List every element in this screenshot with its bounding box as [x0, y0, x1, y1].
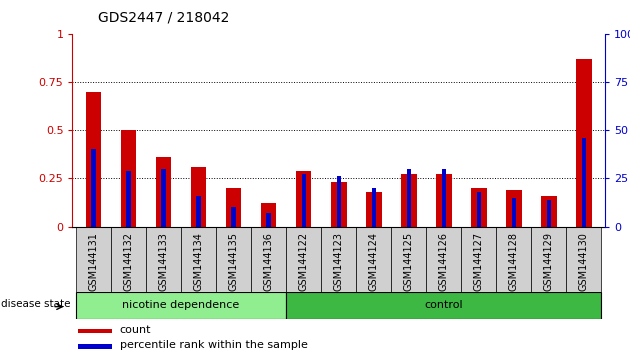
Text: control: control [425, 300, 463, 310]
Bar [156, 157, 171, 227]
Text: GSM144127: GSM144127 [474, 232, 484, 291]
Bar [442, 169, 446, 227]
Bar [581, 138, 586, 227]
Text: GSM144133: GSM144133 [159, 232, 168, 291]
Bar [191, 167, 207, 227]
Bar [512, 198, 516, 227]
Bar [231, 207, 236, 227]
Bar [506, 190, 522, 227]
Bar [391, 227, 426, 292]
Bar [356, 227, 391, 292]
Bar [477, 192, 481, 227]
Bar [576, 59, 592, 227]
Bar [321, 227, 356, 292]
Bar [286, 292, 601, 319]
Bar [127, 171, 130, 227]
Bar [77, 329, 112, 333]
Text: GSM144130: GSM144130 [579, 232, 589, 291]
Bar [251, 227, 286, 292]
Text: GSM144122: GSM144122 [299, 232, 309, 291]
Text: GSM144126: GSM144126 [438, 232, 449, 291]
Bar [406, 169, 411, 227]
Text: GSM144125: GSM144125 [404, 232, 414, 291]
Bar [541, 196, 557, 227]
Bar [181, 227, 216, 292]
Bar [161, 169, 166, 227]
Bar [216, 227, 251, 292]
Bar [496, 227, 531, 292]
Bar [86, 92, 101, 227]
Text: GSM144129: GSM144129 [544, 232, 554, 291]
Bar [91, 149, 96, 227]
Bar [146, 227, 181, 292]
Bar [372, 188, 375, 227]
Text: GSM144123: GSM144123 [334, 232, 343, 291]
Text: percentile rank within the sample: percentile rank within the sample [120, 340, 307, 350]
Bar [76, 227, 111, 292]
Text: GSM144134: GSM144134 [193, 232, 203, 291]
Bar [76, 292, 286, 319]
Text: count: count [120, 325, 151, 335]
Text: GSM144131: GSM144131 [88, 232, 98, 291]
Bar [197, 196, 200, 227]
Bar [426, 227, 461, 292]
Bar [286, 227, 321, 292]
Bar [436, 175, 452, 227]
Bar [261, 204, 277, 227]
Bar [302, 175, 306, 227]
Text: disease state: disease state [1, 299, 71, 309]
Text: GSM144135: GSM144135 [229, 232, 239, 291]
Bar [461, 227, 496, 292]
Bar [531, 227, 566, 292]
Bar [120, 130, 136, 227]
Bar [266, 213, 271, 227]
Text: GSM144132: GSM144132 [123, 232, 134, 291]
Bar [295, 171, 311, 227]
Text: GSM144136: GSM144136 [263, 232, 273, 291]
Text: GSM144124: GSM144124 [369, 232, 379, 291]
Text: GSM144128: GSM144128 [509, 232, 518, 291]
Bar [471, 188, 486, 227]
Bar [566, 227, 601, 292]
Bar [401, 175, 416, 227]
Bar [336, 176, 341, 227]
Bar [331, 182, 346, 227]
Text: nicotine dependence: nicotine dependence [122, 300, 239, 310]
Bar [366, 192, 382, 227]
Bar [226, 188, 241, 227]
Bar [111, 227, 146, 292]
Text: GDS2447 / 218042: GDS2447 / 218042 [98, 11, 229, 25]
Bar [77, 344, 112, 349]
Bar [547, 200, 551, 227]
